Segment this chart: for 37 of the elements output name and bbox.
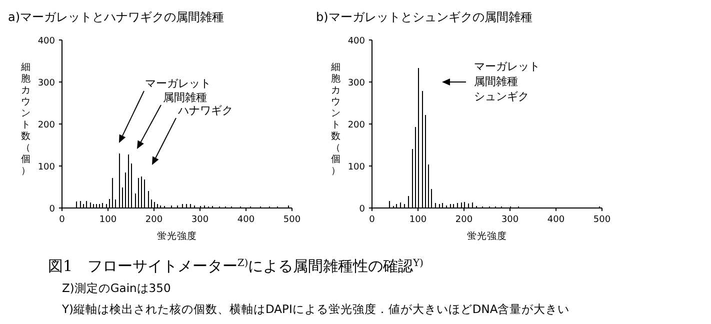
- x-tick-label: 500: [283, 215, 301, 225]
- y-tick-label: 300: [348, 78, 366, 88]
- chart-title: a)マーガレットとハナワギクの属間雑種: [8, 10, 224, 24]
- x-tick-label: 500: [593, 215, 611, 225]
- x-tick-label: 400: [547, 215, 565, 225]
- annotation: マーガレット: [474, 60, 540, 73]
- text: 細胞カウント数（個）: [21, 62, 31, 176]
- y-tick-label: 0: [359, 204, 366, 214]
- annotation: 属間雑種: [474, 75, 518, 88]
- y-tick-label: 300: [38, 78, 56, 88]
- x-tick-label: 300: [501, 215, 519, 225]
- y-tick-label: 200: [348, 120, 366, 130]
- annotation: シュンギク: [474, 90, 529, 103]
- y-tick-label: 400: [348, 36, 366, 46]
- caption: 図1 フローサイトメーター$^{Z)}$による属間雑種性の確認$^{Y)}$: [48, 257, 424, 275]
- y-tick-label: 400: [38, 36, 56, 46]
- x-tick-label: 400: [237, 215, 255, 225]
- x-tick-label: 100: [99, 215, 117, 225]
- x-tick-label: 0: [369, 215, 376, 225]
- text: Y)縦軸は検出された核の個数、横軸はDAPIによる蛍光強度．値が大きいほどDNA含量が大きい: [61, 302, 570, 316]
- x-tick-label: 200: [145, 215, 163, 225]
- x-tick-label: 100: [409, 215, 427, 225]
- y-tick-label: 100: [38, 162, 56, 172]
- annotation: マーガレット: [145, 77, 211, 90]
- text: 細胞カウント数（個）: [331, 62, 341, 176]
- annotation: ハナワギク: [177, 104, 233, 117]
- x-axis-title: 蛍光強度: [467, 230, 507, 242]
- chart-title: b)マーガレットとシュンギクの属間雑種: [316, 10, 532, 24]
- text: Z)測定のGainは350: [62, 281, 171, 295]
- x-tick-label: 0: [59, 215, 66, 225]
- y-tick-label: 200: [38, 120, 56, 130]
- x-tick-label: 200: [455, 215, 473, 225]
- x-tick-label: 300: [191, 215, 209, 225]
- x-axis-title: 蛍光強度: [157, 230, 197, 242]
- y-tick-label: 0: [49, 204, 56, 214]
- y-tick-label: 100: [348, 162, 366, 172]
- annotation: 属間雑種: [163, 91, 207, 104]
